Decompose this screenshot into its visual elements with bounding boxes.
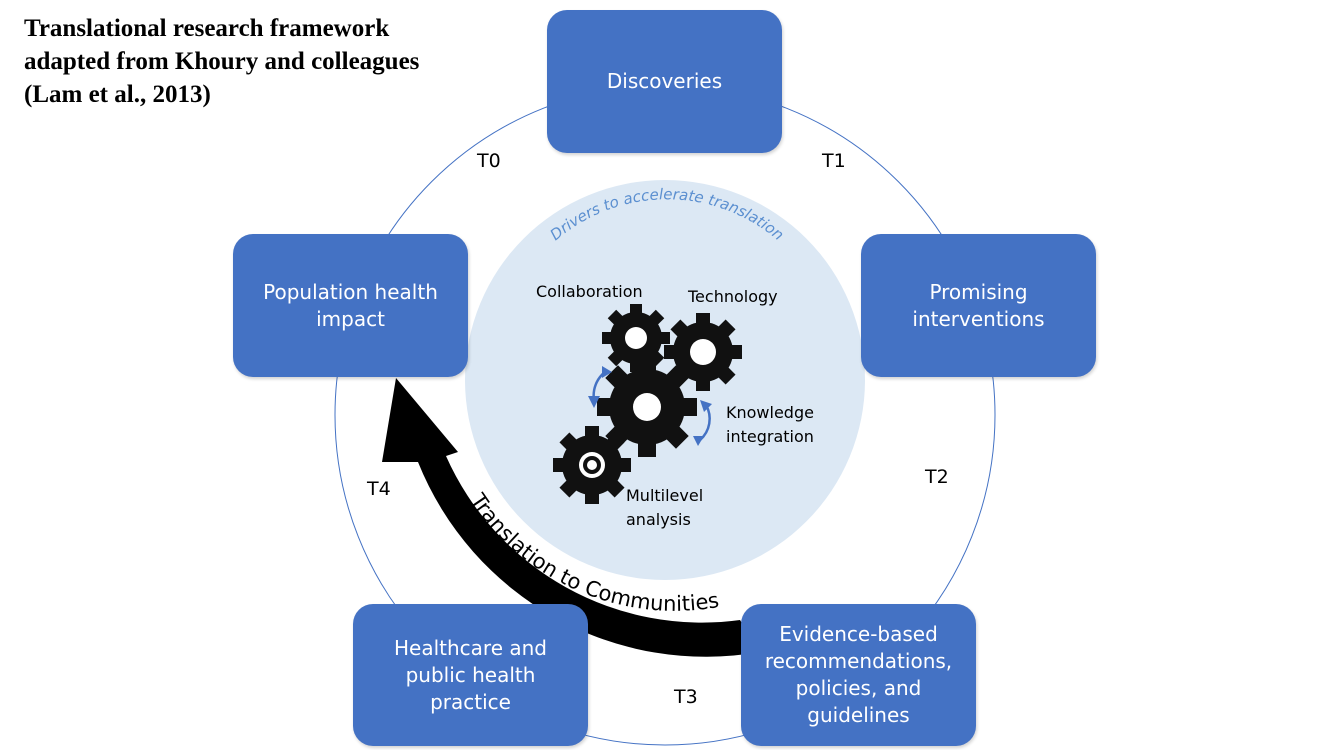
technology-gear-icon [664,313,742,391]
rotation-arrowhead-left-top-icon [602,366,612,378]
rotation-arrowhead-right-icon [700,400,712,412]
title-line-2: adapted from Khoury and colleagues [24,48,420,75]
multilevel-gear-icon [553,426,631,504]
stage-t1: T1 [822,150,846,172]
label-technology: Technology [688,287,778,306]
stage-t4: T4 [367,478,391,500]
stage-t0: T0 [477,150,501,172]
box-population-health: Population health impact [233,234,468,377]
translation-arrow [382,378,760,657]
title-line-1: Translational research framework [24,15,390,42]
label-knowledge-integration: Knowledge integration [726,403,814,446]
box-evidence-based: Evidence-based recommendations, policies… [741,604,976,746]
box-healthcare-practice: Healthcare and public health practice [353,604,588,746]
stage-t2: T2 [925,466,949,488]
box-discoveries: Discoveries [547,10,782,153]
knowledge-gear-icon [597,357,697,457]
box-promising-interventions: Promising interventions [861,234,1096,377]
rotation-arrowhead-right-bottom-icon [693,436,704,446]
label-multilevel-analysis: Multilevel analysis [626,486,704,529]
diagram-title: Translational research framework adapted… [24,12,504,111]
label-collaboration: Collaboration [536,282,643,301]
title-line-3: (Lam et al., 2013) [24,81,211,108]
collaboration-gear-icon [602,304,670,372]
stage-t3: T3 [674,686,698,708]
rotation-arrowhead-left-icon [588,396,600,408]
